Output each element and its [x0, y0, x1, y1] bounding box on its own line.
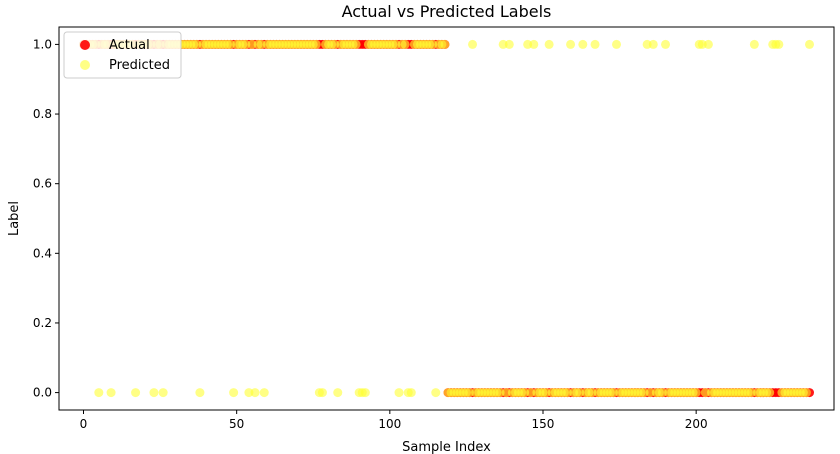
- legend-box: [63, 31, 182, 79]
- predicted-point: [801, 388, 811, 398]
- predicted-point: [504, 39, 514, 49]
- predicted-point: [406, 388, 416, 398]
- predicted-point: [400, 39, 410, 49]
- predicted-point: [317, 388, 327, 398]
- predicted-point: [394, 388, 404, 398]
- predicted-point: [612, 39, 622, 49]
- legend-marker-predicted: [80, 60, 90, 70]
- legend: Actual Predicted: [63, 31, 182, 79]
- points-layer: [79, 39, 814, 398]
- legend-marker-actual: [80, 40, 90, 50]
- chart-title: Actual vs Predicted Labels: [342, 2, 552, 21]
- x-tick-label: 200: [685, 417, 708, 431]
- predicted-point: [468, 39, 478, 49]
- predicted-point: [259, 388, 269, 398]
- x-tick-label: 0: [80, 417, 88, 431]
- predicted-point: [765, 388, 775, 398]
- predicted-point: [131, 388, 141, 398]
- predicted-point: [544, 39, 554, 49]
- predicted-point: [250, 388, 260, 398]
- predicted-point: [578, 39, 588, 49]
- legend-label-predicted: Predicted: [109, 58, 170, 73]
- plot-frame: [58, 26, 835, 411]
- predicted-point: [529, 39, 539, 49]
- predicted-point: [774, 39, 784, 49]
- predicted-point: [749, 39, 759, 49]
- predicted-point: [351, 39, 361, 49]
- x-axis: 0 50 100 150 200: [80, 410, 708, 431]
- predicted-point: [149, 388, 159, 398]
- predicted-point: [195, 388, 205, 398]
- predicted-point: [440, 39, 450, 49]
- y-axis-title: Label: [7, 201, 22, 236]
- predicted-point: [431, 388, 441, 398]
- predicted-point: [360, 388, 370, 398]
- predicted-point: [566, 39, 576, 49]
- predicted-point: [106, 388, 116, 398]
- y-tick-label: 0.6: [33, 177, 52, 191]
- y-tick-label: 1.0: [33, 37, 52, 51]
- predicted-point: [94, 388, 104, 398]
- x-tick-label: 50: [229, 417, 244, 431]
- y-tick-label: 0.0: [33, 386, 52, 400]
- predicted-point: [311, 39, 321, 49]
- y-tick-label: 0.2: [33, 316, 52, 330]
- predicted-point: [158, 388, 168, 398]
- legend-label-actual: Actual: [109, 38, 150, 53]
- x-tick-label: 100: [378, 417, 401, 431]
- y-tick-label: 0.8: [33, 107, 52, 121]
- predicted-point: [804, 39, 814, 49]
- y-tick-label: 0.4: [33, 246, 52, 260]
- x-tick-label: 150: [532, 417, 555, 431]
- predicted-point: [691, 388, 701, 398]
- predicted-point: [648, 39, 658, 49]
- x-axis-title: Sample Index: [402, 440, 491, 454]
- predicted-point: [229, 388, 239, 398]
- predicted-point: [590, 39, 600, 49]
- predicted-point: [661, 39, 671, 49]
- predicted-point: [703, 39, 713, 49]
- predicted-point: [333, 388, 343, 398]
- y-axis: 0.0 0.2 0.4 0.6 0.8 1.0: [33, 37, 59, 400]
